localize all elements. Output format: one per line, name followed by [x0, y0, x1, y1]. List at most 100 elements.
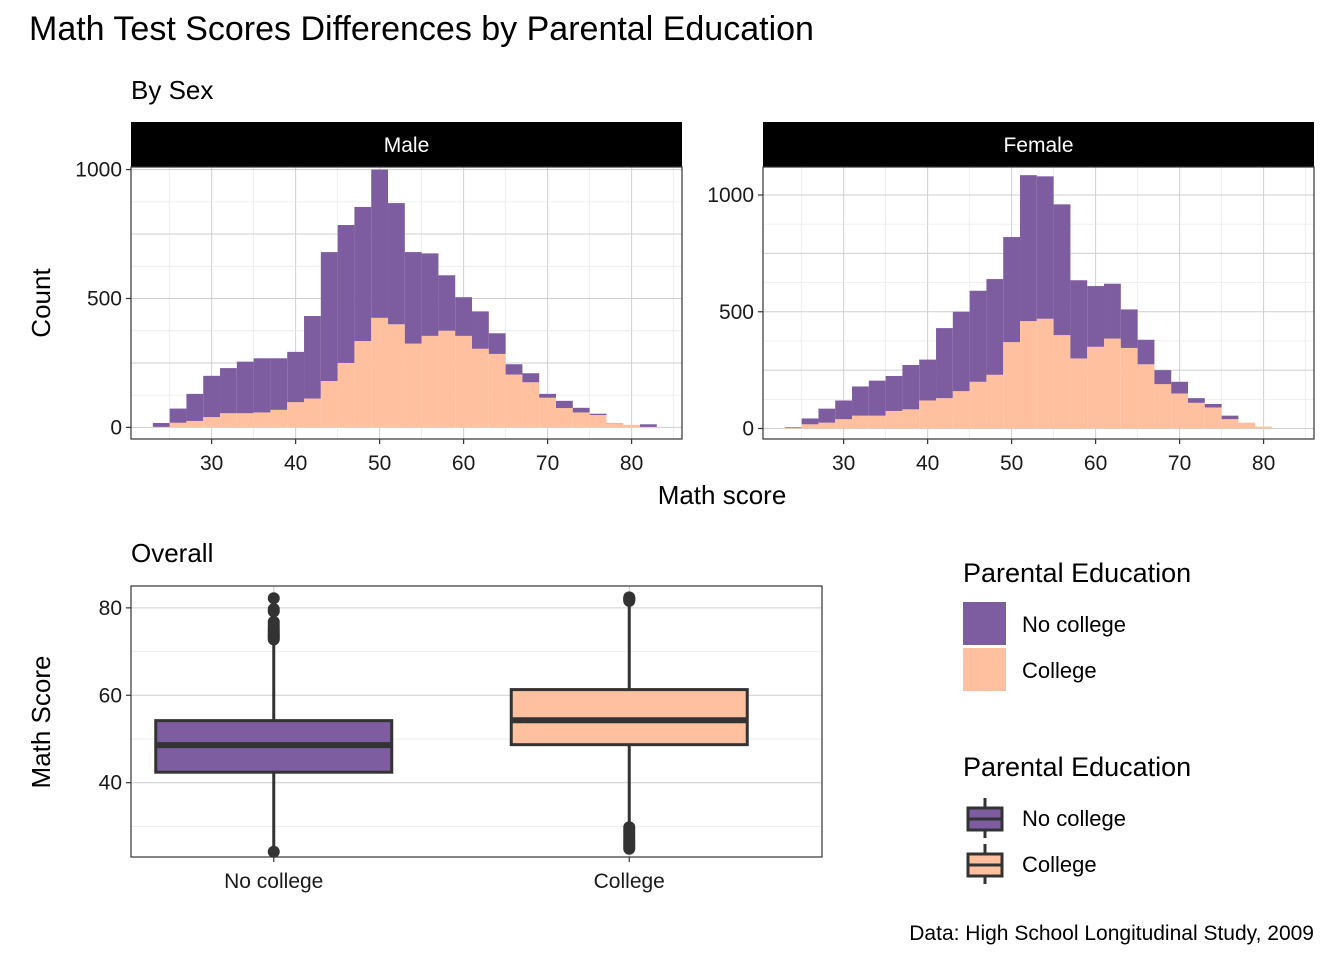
bar-male-no-college-72 — [556, 400, 573, 409]
strip-female-label: Female — [1003, 134, 1073, 157]
bar-male-college-60 — [455, 335, 473, 428]
bar-female-college-66 — [1137, 364, 1155, 429]
ytick-label-male-1000: 1000 — [75, 159, 122, 182]
box-ytick-label-60: 60 — [99, 684, 122, 707]
bar-female-no-college-36 — [885, 375, 903, 411]
xtick-label-male-60: 60 — [452, 452, 475, 475]
bar-female-no-college-70 — [1171, 381, 1189, 394]
legend-swatch-college — [963, 648, 1006, 691]
bar-male-college-80 — [623, 424, 641, 428]
box-subtitle: Overall — [131, 538, 213, 568]
bar-female-college-56 — [1053, 335, 1071, 429]
ytick-label-male-0: 0 — [110, 416, 122, 439]
bar-female-college-42 — [936, 398, 953, 429]
bar-male-no-college-46 — [337, 225, 355, 363]
bar-male-college-28 — [186, 420, 204, 428]
bar-female-college-46 — [969, 381, 987, 429]
bar-female-college-50 — [1003, 342, 1021, 429]
bar-female-no-college-72 — [1188, 398, 1205, 403]
xtick-label-female-70: 70 — [1168, 452, 1191, 475]
bar-male-no-college-70 — [539, 393, 557, 398]
legend-histogram-title: Parental Education — [963, 558, 1191, 588]
bar-female-no-college-66 — [1137, 339, 1155, 365]
bar-female-no-college-68 — [1154, 370, 1172, 385]
bar-female-college-40 — [919, 400, 937, 429]
bar-male-no-college-30 — [203, 375, 221, 418]
ytick-label-female-0: 0 — [742, 417, 754, 440]
bar-male-college-58 — [438, 330, 456, 428]
bar-male-college-70 — [539, 397, 557, 428]
bar-male-no-college-58 — [438, 275, 456, 331]
bar-male-college-38 — [270, 409, 288, 428]
bar-female-college-34 — [868, 415, 886, 429]
bar-female-college-60 — [1087, 346, 1105, 429]
ytick-label-female-500: 500 — [719, 301, 754, 324]
bar-male-college-26 — [169, 422, 187, 428]
xtick-label-male-30: 30 — [200, 452, 223, 475]
legend-boxkey-no-college — [966, 798, 1004, 838]
bar-female-no-college-56 — [1053, 204, 1071, 336]
bar-female-college-30 — [835, 419, 853, 429]
bar-female-college-32 — [852, 415, 869, 429]
bar-male-no-college-56 — [421, 253, 439, 336]
bar-female-no-college-32 — [852, 386, 869, 416]
xtick-label-male-70: 70 — [536, 452, 559, 475]
xtick-label-female-50: 50 — [1000, 452, 1023, 475]
bar-male-college-82 — [640, 426, 657, 428]
caption: Data: High School Longitudinal Study, 20… — [909, 922, 1314, 945]
bar-male-college-76 — [589, 415, 607, 428]
bar-male-no-college-28 — [186, 393, 204, 421]
xtick-label-male-80: 80 — [620, 452, 643, 475]
bar-male-college-36 — [253, 412, 271, 428]
boxplot-panel: 40 60 80 No college College — [99, 585, 823, 893]
bar-female-no-college-30 — [835, 400, 853, 420]
outlier-no-college-12 — [267, 603, 280, 616]
bar-female-college-72 — [1188, 402, 1205, 429]
bar-female-college-68 — [1154, 384, 1172, 429]
legend-boxplot-title: Parental Education — [963, 752, 1191, 782]
bar-female-no-college-64 — [1120, 309, 1138, 348]
hist-xlabel: Math score — [658, 480, 787, 510]
outlier-college-4 — [623, 591, 636, 604]
strip-male-label: Male — [384, 134, 430, 157]
bar-male-college-50 — [371, 317, 389, 428]
legend-histogram: Parental Education No college College — [963, 558, 1191, 691]
bar-female-no-college-42 — [936, 328, 953, 399]
legend-swatch-no-college — [963, 602, 1006, 645]
box-ytick-label-80: 80 — [99, 597, 122, 620]
bar-female-no-college-60 — [1087, 286, 1105, 347]
bar-male-college-78 — [606, 423, 624, 428]
bar-male-no-college-68 — [522, 373, 540, 383]
bar-female-college-64 — [1120, 347, 1138, 429]
strip-male — [131, 122, 682, 167]
bar-female-college-28 — [818, 422, 836, 429]
outlier-college-15 — [623, 821, 636, 834]
bar-male-no-college-76 — [589, 413, 607, 416]
box-ylabel: Math Score — [26, 656, 56, 789]
bar-female-no-college-40 — [919, 359, 937, 401]
bar-male-no-college-24 — [152, 423, 170, 427]
bar-male-college-42 — [304, 398, 321, 428]
ytick-label-male-500: 500 — [87, 287, 122, 310]
bar-female-college-48 — [986, 374, 1004, 429]
hist-ylabel: Count — [26, 268, 56, 338]
bar-female-college-38 — [902, 409, 920, 429]
bar-male-no-college-34 — [236, 361, 254, 414]
bar-male-college-66 — [505, 374, 523, 428]
hist-subtitle: By Sex — [131, 75, 213, 105]
bar-male-no-college-36 — [253, 358, 271, 413]
legend-label-college: College — [1022, 658, 1097, 683]
legend-label-no-college: No college — [1022, 612, 1126, 637]
bar-male-college-48 — [354, 341, 372, 428]
bar-female-no-college-54 — [1036, 176, 1054, 319]
bar-male-college-74 — [572, 412, 590, 428]
bar-female-no-college-52 — [1020, 175, 1037, 322]
bar-female-college-74 — [1204, 407, 1222, 429]
bar-male-college-24 — [152, 426, 170, 428]
bar-female-college-76 — [1221, 419, 1239, 429]
bar-male-no-college-54 — [404, 252, 422, 344]
bar-male-college-44 — [320, 380, 338, 428]
bar-male-no-college-38 — [270, 358, 288, 410]
bar-male-college-46 — [337, 362, 355, 428]
